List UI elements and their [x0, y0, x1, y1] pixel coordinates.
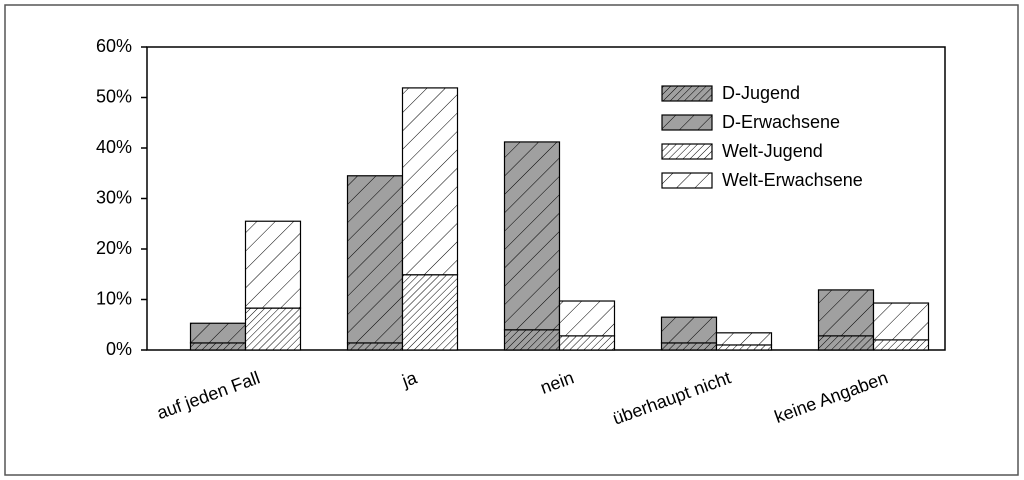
legend-label: Welt-Jugend	[722, 141, 823, 161]
bar-segment	[401, 87, 459, 276]
y-tick-label: 60%	[96, 36, 132, 56]
legend-swatch	[661, 143, 713, 160]
y-tick-label: 50%	[96, 86, 132, 106]
bar-segment	[401, 274, 459, 351]
bar-segment	[189, 322, 247, 344]
y-tick-label: 40%	[96, 137, 132, 157]
legend-swatch	[661, 172, 713, 189]
frame	[4, 4, 1019, 476]
legend-label: Welt-Erwachsene	[722, 170, 863, 190]
bar-segment	[715, 344, 773, 351]
legend-swatch	[661, 85, 713, 102]
legend-label: D-Erwachsene	[722, 112, 840, 132]
bar-segment	[872, 339, 930, 351]
bar-segment	[244, 220, 302, 309]
x-tick-label: keine Angaben	[772, 367, 891, 427]
bar-segment	[817, 335, 875, 351]
bar-segment	[558, 300, 616, 337]
bar-segment	[872, 302, 930, 341]
legend-swatch	[661, 114, 713, 131]
bar-segment	[244, 307, 302, 351]
y-tick-label: 20%	[96, 238, 132, 258]
y-tick-label: 10%	[96, 288, 132, 308]
bar-segment	[660, 316, 718, 344]
legend-label: D-Jugend	[722, 83, 800, 103]
x-tick-label: überhaupt nicht	[610, 367, 733, 428]
bar-segment	[346, 175, 404, 344]
bar-segment	[715, 332, 773, 346]
bar-segment	[346, 342, 404, 351]
bar-segment	[503, 329, 561, 351]
y-tick-label: 30%	[96, 187, 132, 207]
bar-segment	[189, 342, 247, 351]
x-tick-label: nein	[538, 367, 577, 397]
y-tick-label: 0%	[106, 339, 132, 359]
bar-segment	[558, 335, 616, 351]
x-tick-label: auf jeden Fall	[154, 367, 262, 423]
bar-segment	[817, 289, 875, 337]
bar-segment	[660, 342, 718, 351]
x-tick-label: ja	[399, 367, 421, 391]
bar-segment	[503, 141, 561, 331]
